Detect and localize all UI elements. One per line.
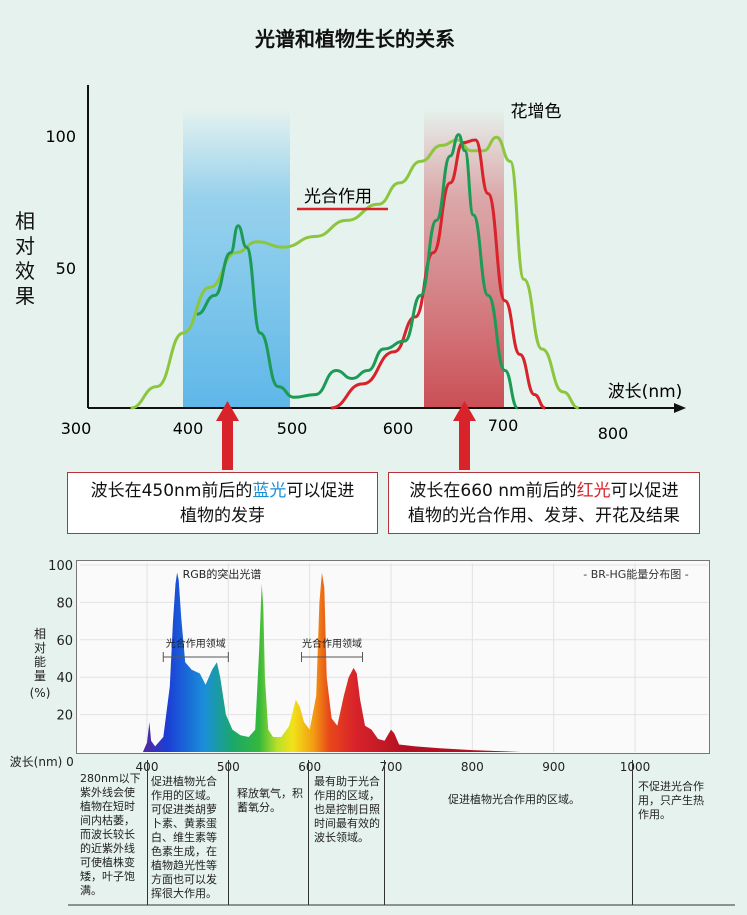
lower-y-tick: 20 — [56, 709, 73, 724]
y-label-char: 对 — [15, 234, 35, 258]
y-axis-label: 相 对 效 果 — [15, 209, 35, 308]
y-tick-100: 100 — [45, 127, 76, 146]
y-tick-50: 50 — [56, 259, 76, 278]
desc-red: 最有助于光合作用的区域，也是控制日照时间最有效的波长领域。 — [314, 775, 380, 844]
note-blue-line1: 波长在450nm前后的蓝光可以促进 — [90, 481, 355, 501]
lower-y-tick: 60 — [56, 634, 73, 649]
table-divider — [384, 760, 385, 905]
x-axis-label: 波长(nm) — [608, 382, 683, 402]
arrow-660 — [453, 401, 476, 470]
table-divider — [147, 760, 148, 905]
upper-series-group — [130, 133, 580, 410]
y-label-char: 相 — [15, 209, 35, 233]
lower-x-tick: 700 — [380, 760, 403, 774]
note-red-line2: 植物的光合作用、发芽、开花及结果 — [408, 506, 680, 526]
table-divider — [632, 760, 633, 905]
desc-green: 释放氧气，积蓄氧分。 — [237, 787, 303, 814]
lower-y-label-char: 对 — [34, 641, 46, 655]
lower-y-ticks: 100 80 60 40 20 — [48, 559, 73, 724]
note-blue-light: 波长在450nm前后的蓝光可以促进 植物的发芽 — [67, 472, 378, 534]
arrow-660-head — [453, 401, 476, 421]
x-tick-400: 400 — [173, 419, 204, 438]
lower-x-ticks: 4005006007008009001000 — [136, 760, 651, 774]
lower-x-tick: 800 — [461, 760, 484, 774]
upper-series-line-2 — [196, 133, 520, 410]
lower-y-tick: 80 — [56, 596, 73, 611]
table-divider — [308, 760, 309, 905]
table-divider — [228, 760, 229, 905]
upper-series-line-0 — [130, 135, 580, 410]
arrow-450-shaft — [222, 420, 233, 470]
lower-y-tick: 100 — [48, 559, 73, 574]
desc-uv: 280nm以下紫外线会使植物在短时间内枯萎，而波长较长的近紫外线可使植株变矮，叶… — [80, 772, 141, 897]
note-red-light: 波长在660 nm前后的红光可以促进 植物的光合作用、发芽、开花及结果 — [388, 472, 700, 534]
lower-x-tick: 1000 — [620, 760, 651, 774]
x-tick-700: 700 — [488, 416, 519, 435]
lower-x-tick: 600 — [298, 760, 321, 774]
lower-y-label-char: 能 — [34, 655, 46, 669]
lower-y-label-char: 相 — [34, 627, 46, 641]
lower-y-label-char: (%) — [30, 686, 51, 700]
y-label-char: 效 — [15, 259, 35, 283]
x-tick-600: 600 — [383, 419, 414, 438]
arrow-450 — [216, 401, 239, 470]
note-blue-line2: 植物的发芽 — [180, 506, 265, 526]
lower-chart-panel — [76, 560, 710, 754]
upper-chart: 光谱和植物生长的关系 相 对 效 果 100 50 300 400 500 60… — [15, 27, 686, 470]
lower-y-label-char: 量 — [34, 669, 46, 683]
lower-x-tick: 900 — [542, 760, 565, 774]
note-red-line1: 波长在660 nm前后的红光可以促进 — [409, 481, 679, 501]
desc-ir: 不促进光合作用，只产生热作用。 — [638, 780, 704, 821]
x-tick-300: 300 — [61, 419, 92, 438]
series-label-hua: 花增色 — [511, 102, 562, 122]
red-band — [424, 108, 504, 408]
arrow-660-shaft — [459, 420, 470, 470]
lower-y-tick: 40 — [56, 671, 73, 686]
x-tick-500: 500 — [277, 419, 308, 438]
series-label-guanghe: 光合作用 — [304, 187, 372, 207]
arrow-450-head — [216, 401, 239, 421]
lower-x-axis-label: 波长(nm) — [10, 755, 63, 769]
x-axis-arrow — [674, 403, 686, 413]
desc-blue: 促进植物光合作用的区域。可促进类胡萝卜素、黄素蛋白、维生素等色素生成，在植物趋光… — [151, 775, 217, 900]
y-label-char: 果 — [15, 284, 35, 308]
blue-band — [183, 108, 290, 408]
desc-far-red: 促进植物光合作用的区域。 — [448, 793, 580, 806]
lower-y-label: 相 对 能 量 (%) — [30, 627, 51, 700]
upper-chart-title: 光谱和植物生长的关系 — [254, 27, 455, 51]
x-tick-800: 800 — [598, 424, 629, 443]
lower-x-origin: 0 — [66, 755, 74, 769]
